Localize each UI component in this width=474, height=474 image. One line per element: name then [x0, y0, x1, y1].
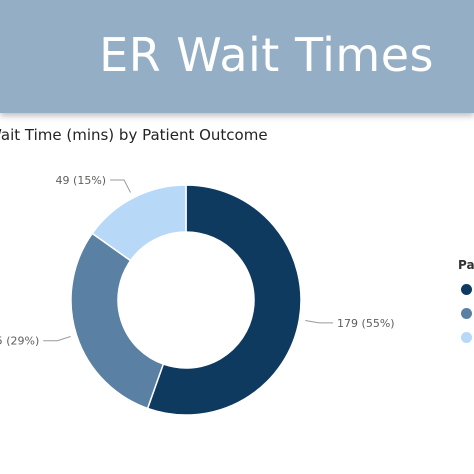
legend-swatch-2[interactable] — [461, 308, 472, 319]
legend-swatch-3[interactable] — [461, 332, 472, 343]
data-label-3: 49 (15%) — [56, 174, 107, 187]
legend-swatch-1[interactable] — [461, 284, 472, 295]
leader-line-2 — [43, 336, 71, 342]
leader-line-1 — [305, 320, 334, 324]
data-labels-group: 179 (55%) 95 (29%) 49 (15%) — [0, 174, 395, 348]
donut-slice-2[interactable] — [70, 232, 165, 410]
header-banner: ER Wait Times — [0, 0, 474, 113]
donut-slice-1[interactable] — [146, 184, 302, 416]
leader-line-3 — [110, 179, 131, 193]
data-label-2: 95 (29%) — [0, 335, 39, 348]
slices-group — [70, 184, 302, 416]
data-label-1: 179 (55%) — [337, 317, 395, 330]
chart-title: Wait Time (mins) by Patient Outcome — [0, 126, 268, 144]
donut-slice-3[interactable] — [91, 184, 187, 262]
leader-lines-group — [43, 179, 334, 342]
legend-title: Pa — [458, 258, 474, 272]
report-title: ER Wait Times — [99, 28, 434, 82]
